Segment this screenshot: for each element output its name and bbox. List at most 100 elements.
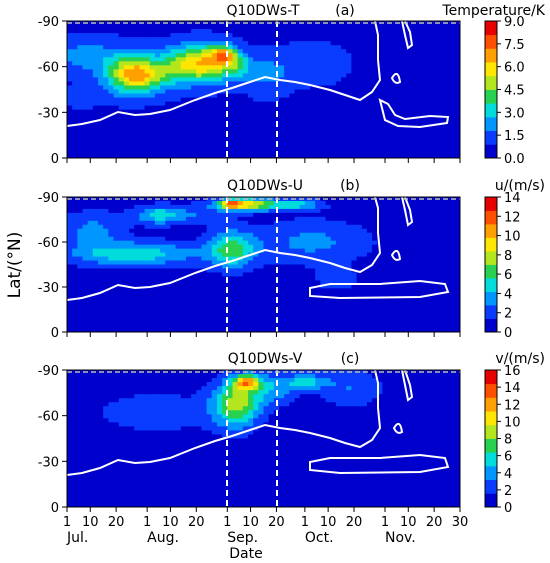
heatmap-cell bbox=[87, 240, 94, 246]
heatmap-cell bbox=[222, 89, 228, 95]
heatmap-cell bbox=[108, 121, 115, 127]
heatmap-cell bbox=[118, 89, 125, 95]
heatmap-cell bbox=[108, 149, 115, 155]
heatmap-cell bbox=[175, 69, 182, 74]
heatmap-cell bbox=[387, 288, 394, 293]
heatmap-cell bbox=[118, 276, 125, 281]
heatmap-cell bbox=[418, 97, 425, 103]
heatmap-cell bbox=[299, 85, 306, 91]
heatmap-cell bbox=[201, 240, 208, 246]
heatmap-cell bbox=[206, 77, 213, 83]
heatmap-cell bbox=[175, 216, 182, 222]
heatmap-cell bbox=[454, 97, 460, 103]
heatmap-cell bbox=[294, 276, 301, 281]
heatmap-cell bbox=[129, 81, 135, 87]
heatmap-cell bbox=[118, 45, 125, 50]
heatmap-cell bbox=[397, 224, 404, 230]
heatmap-cell bbox=[315, 272, 321, 278]
heatmap-cell bbox=[160, 236, 166, 242]
heatmap-cell bbox=[377, 324, 384, 329]
heatmap-cell bbox=[98, 153, 104, 158]
heatmap-cell bbox=[377, 204, 384, 210]
heatmap-cell bbox=[77, 57, 84, 62]
heatmap-cell bbox=[253, 280, 259, 285]
heatmap-cell bbox=[123, 308, 130, 313]
heatmap-cell bbox=[154, 73, 161, 79]
heatmap-cell bbox=[201, 292, 208, 297]
heatmap-cell bbox=[273, 244, 280, 250]
heatmap-cell bbox=[423, 141, 430, 147]
colorbar-segment bbox=[485, 130, 497, 145]
heatmap-cell bbox=[439, 117, 446, 123]
heatmap-cell bbox=[263, 101, 270, 107]
heatmap-cell bbox=[413, 197, 420, 202]
heatmap-cell bbox=[237, 212, 244, 218]
heatmap-cell bbox=[180, 45, 187, 50]
heatmap-cell bbox=[87, 260, 94, 266]
heatmap-cell bbox=[315, 145, 321, 151]
heatmap-cell bbox=[77, 324, 84, 329]
heatmap-cell bbox=[372, 81, 378, 87]
heatmap-cell bbox=[351, 220, 358, 226]
heatmap-cell bbox=[413, 21, 420, 26]
heatmap-cell bbox=[129, 256, 135, 262]
heatmap-cell bbox=[263, 45, 270, 50]
heatmap-cell bbox=[366, 49, 373, 54]
heatmap-cell bbox=[439, 69, 446, 74]
heatmap-cell bbox=[335, 77, 342, 83]
heatmap-cell bbox=[258, 308, 265, 313]
heatmap-cell bbox=[139, 244, 146, 250]
heatmap-cell bbox=[408, 284, 415, 289]
heatmap-cell bbox=[258, 224, 265, 230]
heatmap-cell bbox=[232, 244, 239, 250]
heatmap-cell bbox=[139, 109, 146, 115]
heatmap-cell bbox=[222, 153, 228, 158]
heatmap-cell bbox=[103, 57, 109, 62]
heatmap-cell bbox=[154, 292, 161, 297]
heatmap-cell bbox=[129, 212, 135, 218]
heatmap-cell bbox=[279, 141, 285, 147]
heatmap-cell bbox=[180, 236, 187, 242]
heatmap-cell bbox=[144, 41, 151, 46]
heatmap-cell bbox=[77, 89, 84, 95]
heatmap-cell bbox=[129, 228, 135, 234]
heatmap-cell bbox=[382, 208, 389, 214]
heatmap-cell bbox=[160, 244, 166, 250]
heatmap-cell bbox=[310, 232, 316, 238]
heatmap-cell bbox=[310, 268, 316, 274]
heatmap-cell bbox=[304, 73, 311, 79]
heatmap-cell bbox=[216, 292, 223, 297]
heatmap-cell bbox=[232, 264, 239, 270]
heatmap-cell bbox=[72, 113, 78, 119]
heatmap-cell bbox=[403, 149, 409, 155]
heatmap-cell bbox=[413, 33, 420, 38]
heatmap-cell bbox=[351, 49, 358, 54]
heatmap-cell bbox=[196, 200, 203, 206]
heatmap-cell bbox=[346, 300, 353, 305]
colorbar-segment bbox=[485, 75, 497, 90]
heatmap-cell bbox=[206, 25, 213, 30]
heatmap-cell bbox=[289, 153, 296, 158]
heatmap-cell bbox=[320, 45, 327, 50]
heatmap-cell bbox=[382, 260, 389, 266]
heatmap-cell bbox=[175, 41, 182, 46]
heatmap-cell bbox=[134, 29, 140, 34]
heatmap-cell bbox=[418, 300, 425, 305]
heatmap-cell bbox=[216, 117, 223, 123]
heatmap-cell bbox=[258, 296, 265, 301]
heatmap-cell bbox=[366, 73, 373, 79]
heatmap-cell bbox=[413, 65, 420, 70]
heatmap-cell bbox=[67, 109, 73, 115]
heatmap-cell bbox=[242, 33, 249, 38]
heatmap-cell bbox=[341, 232, 347, 238]
heatmap-cell bbox=[139, 121, 146, 127]
heatmap-cell bbox=[356, 252, 363, 258]
heatmap-cell bbox=[118, 69, 125, 74]
heatmap-cell bbox=[77, 29, 84, 34]
heatmap-cell bbox=[434, 45, 440, 50]
heatmap-cell bbox=[372, 137, 378, 143]
heatmap-cell bbox=[206, 97, 213, 103]
heatmap-cell bbox=[139, 89, 146, 95]
heatmap-cell bbox=[310, 228, 316, 234]
heatmap-cell bbox=[242, 300, 249, 305]
